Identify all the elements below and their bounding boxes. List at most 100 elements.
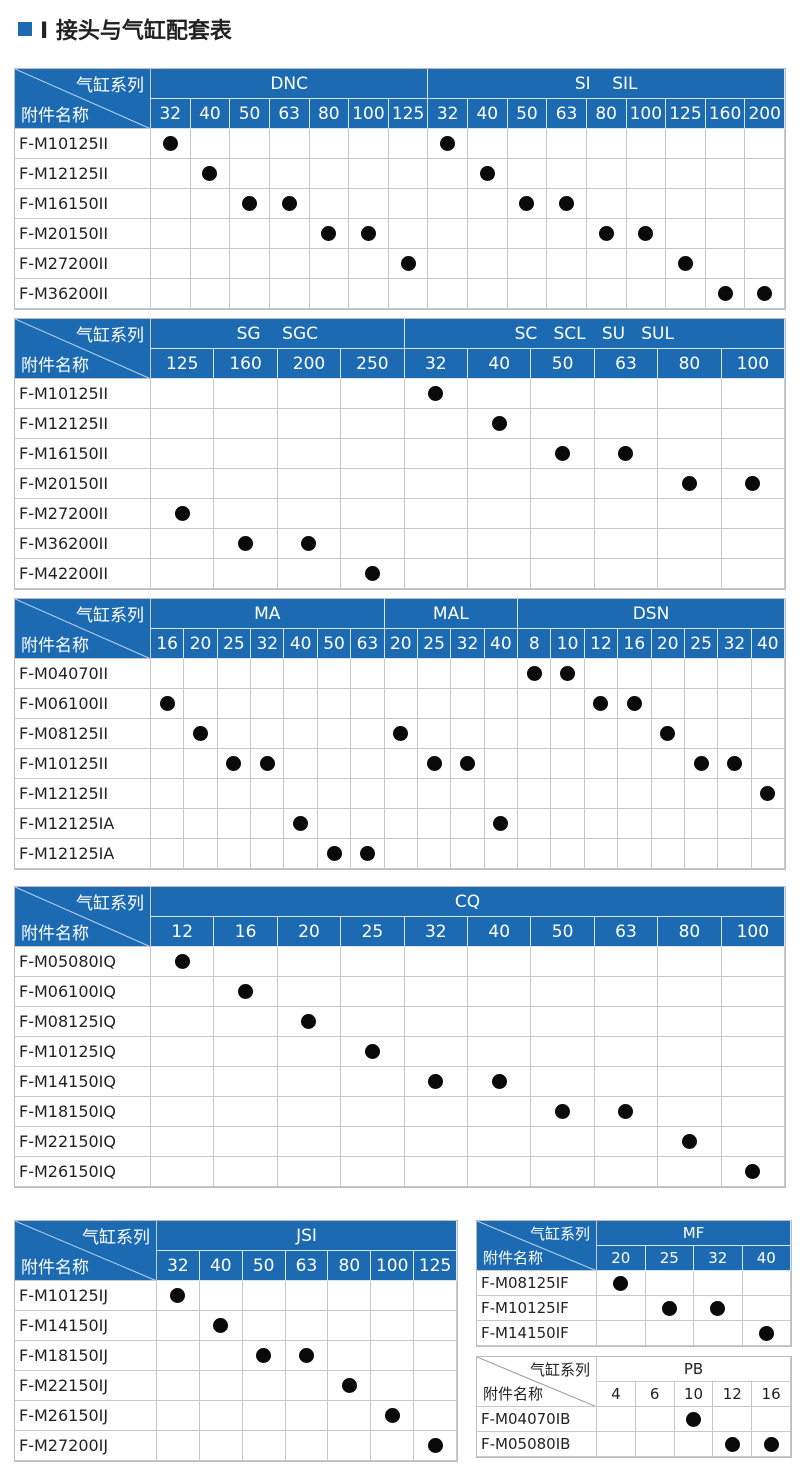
compatibility-cell <box>151 689 185 719</box>
compatibility-cell <box>388 129 429 159</box>
compatibility-cell <box>684 809 719 839</box>
compatibility-cell <box>151 1037 215 1067</box>
compatibility-cell <box>214 947 278 977</box>
compatibility-cell <box>584 809 619 839</box>
accessory-name-cell: F-M12125IA <box>15 839 151 869</box>
compatibility-cell <box>597 1432 636 1457</box>
cylinder-series-label: 气缸系列 <box>82 1228 150 1248</box>
compatibility-cell <box>157 1281 200 1311</box>
compatibility-cell <box>484 779 519 809</box>
compatibility-cell <box>745 159 785 189</box>
compatibility-cell <box>718 809 752 839</box>
compatible-dot-icon <box>710 1300 726 1316</box>
compatibility-cell <box>277 947 342 977</box>
compatibility-cell <box>284 749 318 779</box>
compatible-dot-icon <box>238 984 254 999</box>
compatibility-cell <box>451 839 485 869</box>
series-group-header: DNC <box>151 69 429 99</box>
bore-size-header: 12 <box>584 629 619 659</box>
compatibility-cell <box>214 1007 278 1037</box>
compatibility-cell <box>518 719 552 749</box>
bore-size-header: 40 <box>199 1251 243 1281</box>
compatibility-cell <box>597 1296 646 1321</box>
compatibility-cell <box>328 1341 372 1371</box>
compatibility-cell <box>277 499 342 529</box>
compatibility-cell <box>417 659 452 689</box>
compatible-dot-icon <box>724 1436 740 1452</box>
compatibility-cell <box>721 947 785 977</box>
accessory-name-cell: F-M22150IJ <box>15 1371 157 1401</box>
compatibility-cell <box>351 659 385 689</box>
compatibility-cell <box>594 499 659 529</box>
compatible-dot-icon <box>519 196 535 211</box>
compatibility-cell <box>341 439 405 469</box>
compatible-dot-icon <box>170 1288 186 1303</box>
compatibility-cell <box>594 469 659 499</box>
series-group-header: SG SGC <box>151 319 405 349</box>
compatibility-cell <box>341 977 405 1007</box>
compatibility-cell <box>404 1037 468 1067</box>
compatibility-cell <box>658 1127 722 1157</box>
accessory-name-cell: F-M05080IQ <box>15 947 151 977</box>
compatibility-cell <box>531 379 595 409</box>
accessory-name-label: 附件名称 <box>21 106 89 126</box>
bore-size-header: 32 <box>404 917 468 947</box>
compatibility-cell <box>371 1281 415 1311</box>
compatibility-cell <box>594 1037 659 1067</box>
compatibility-cell <box>251 779 285 809</box>
bore-size-header: 16 <box>752 1382 791 1407</box>
series-group-header: JSI <box>157 1221 457 1251</box>
compatibility-cell <box>269 279 310 309</box>
compatibility-cell <box>547 189 587 219</box>
compatibility-cell <box>404 439 468 469</box>
compatibility-cell <box>651 809 685 839</box>
bore-size-header: 100 <box>721 349 785 379</box>
compatibility-cell <box>277 379 342 409</box>
compatibility-cell <box>626 129 667 159</box>
bore-size-header: 6 <box>635 1382 675 1407</box>
compatible-dot-icon <box>626 696 642 711</box>
compatibility-cell <box>251 659 285 689</box>
accessory-name-label: 附件名称 <box>21 924 89 944</box>
series-group-header: MA <box>151 599 385 629</box>
compatibility-cell <box>547 129 587 159</box>
compatibility-table: 气缸系列 附件名称 SG SGC SC SCL SU SUL 125 160 200 250 3… <box>14 318 786 590</box>
accessory-name-cell: F-M14150IQ <box>15 1067 151 1097</box>
compatibility-cell <box>404 469 468 499</box>
compatibility-cell <box>388 249 429 279</box>
diagonal-line <box>15 69 150 128</box>
compatibility-cell <box>551 749 585 779</box>
compatibility-cell <box>151 947 215 977</box>
compatibility-cell <box>285 1281 329 1311</box>
compatible-dot-icon <box>618 446 634 461</box>
compatibility-cell <box>684 719 719 749</box>
compatibility-cell <box>151 129 191 159</box>
compatibility-cell <box>531 977 595 1007</box>
bore-size-header: 20 <box>597 1246 646 1271</box>
compatibility-cell <box>451 809 485 839</box>
compatibility-cell <box>277 1127 342 1157</box>
compatibility-cell <box>745 279 785 309</box>
compatible-dot-icon <box>393 726 409 741</box>
compatibility-cell <box>284 839 318 869</box>
accessory-name-cell: F-M12125II <box>15 779 151 809</box>
compatibility-cell <box>721 1067 785 1097</box>
compatibility-cell <box>635 1407 675 1432</box>
compatibility-cell <box>666 189 706 219</box>
compatibility-cell <box>658 469 722 499</box>
bore-size-header: 50 <box>507 99 548 129</box>
compatibility-cell <box>721 529 785 559</box>
compatibility-cell <box>597 1271 646 1296</box>
compatibility-cell <box>184 689 218 719</box>
compatible-dot-icon <box>293 816 309 831</box>
compatible-dot-icon <box>341 1378 357 1393</box>
compatibility-cell <box>277 529 342 559</box>
compatibility-cell <box>388 279 429 309</box>
bore-size-header: 32 <box>718 629 752 659</box>
compatibility-cell <box>341 1157 405 1187</box>
accessory-name-cell: F-M22150IQ <box>15 1127 151 1157</box>
accessory-name-cell: F-M27200IJ <box>15 1431 157 1461</box>
compatibility-cell <box>371 1401 415 1431</box>
compatibility-cell <box>618 809 652 839</box>
compatibility-cell <box>242 1371 286 1401</box>
